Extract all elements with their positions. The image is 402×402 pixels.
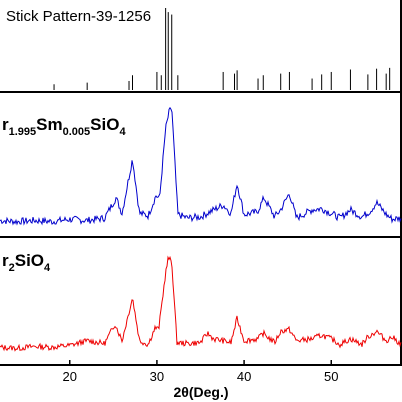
label-main: r bbox=[2, 115, 9, 134]
x-axis-label: 2θ(Deg.) bbox=[173, 384, 228, 400]
x-tick-label: 50 bbox=[324, 369, 338, 384]
blue-pattern-line bbox=[0, 106, 402, 226]
panel-bottom-label: r2SiO4 bbox=[2, 251, 51, 274]
panel-bottom-frame bbox=[0, 236, 402, 366]
label-sub1: 1.995 bbox=[9, 126, 37, 138]
stick-pattern-series bbox=[53, 8, 391, 90]
panel-middle-label: r1.995Sm0.005SiO4 bbox=[2, 115, 126, 138]
label-sub3: 4 bbox=[44, 262, 51, 274]
label-mid: Sm bbox=[36, 115, 62, 134]
label-tail: SiO bbox=[90, 115, 119, 134]
x-tick-label: 40 bbox=[237, 369, 251, 384]
label-main: r bbox=[2, 251, 9, 270]
panel-top-title: Stick Pattern-39-1256 bbox=[6, 8, 151, 25]
x-tick-label: 30 bbox=[150, 369, 164, 384]
label-sub1: 2 bbox=[9, 262, 15, 274]
label-sub2: 0.005 bbox=[63, 126, 91, 138]
label-sub3: 4 bbox=[119, 126, 126, 138]
x-tick-label: 20 bbox=[63, 369, 77, 384]
x-axis-ticks: 20 30 40 50 bbox=[63, 360, 338, 384]
label-tail: SiO bbox=[15, 251, 44, 270]
red-pattern-line bbox=[0, 255, 402, 352]
